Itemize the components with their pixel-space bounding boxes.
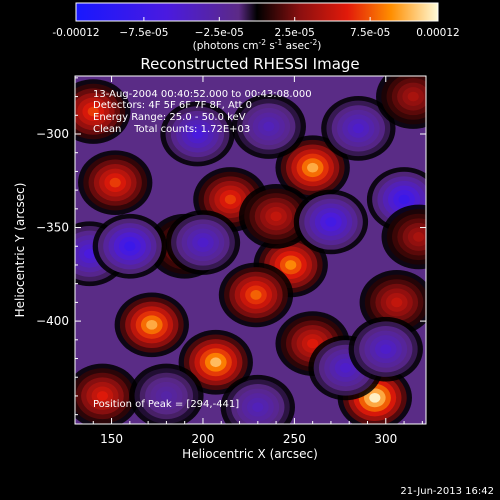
x-tick-label: 250 <box>283 432 306 446</box>
colorbar-units: (photons cm-2 s-1 asec-2) <box>193 38 322 52</box>
heatmap-source <box>293 189 369 255</box>
heatmap-sources <box>75 76 426 424</box>
annotation-clean-counts: Clean Total counts: 1.72E+03 <box>93 124 250 135</box>
heatmap-source <box>114 292 189 358</box>
heatmap-source <box>178 329 253 395</box>
heatmap-source <box>75 363 140 424</box>
heatmap-source <box>275 135 350 201</box>
heatmap-source <box>348 316 423 382</box>
y-tick-label: −400 <box>36 314 69 328</box>
colorbar <box>75 2 439 22</box>
annotation-energy-range: Energy Range: 25.0 - 50.0 keV <box>93 112 246 123</box>
x-tick-label: 300 <box>374 432 397 446</box>
heatmap-source <box>129 363 204 424</box>
heatmap-source <box>75 79 131 144</box>
chart-title: Reconstructed RHESSI Image <box>140 55 359 73</box>
x-axis-label: Heliocentric X (arcsec) <box>182 447 318 461</box>
heatmap-source <box>231 94 306 159</box>
heatmap-source <box>238 183 314 249</box>
heatmap-source <box>92 213 168 279</box>
colorbar-ticks: -0.00012 −7.5e-05 −2.5e-05 2.5e-05 7.5e-05 0.… <box>52 17 460 39</box>
annotation-detectors: Detectors: 4F 5F 6F 7F 8F, Att 0 <box>93 100 252 111</box>
heatmap-source <box>321 96 396 161</box>
x-tick-label: 150 <box>100 432 123 446</box>
x-tick-label: 200 <box>192 432 215 446</box>
annotation-time-range: 13-Aug-2004 00:40:52.000 to 00:43:08.000 <box>93 89 312 100</box>
y-axis-ticks: −300 −350 −400 <box>36 77 426 416</box>
heatmap-source <box>220 374 295 424</box>
colorbar-tick-label: 0.00012 <box>416 27 459 39</box>
colorbar-tick-label: -0.00012 <box>52 27 99 39</box>
colorbar-tick-label: −2.5e-05 <box>195 27 244 39</box>
y-axis-label: Heliocentric Y (arcsec) <box>13 183 27 318</box>
peak-position-label: Position of Peak = [294,-441] <box>93 399 239 410</box>
y-tick-label: −350 <box>36 221 69 235</box>
plot-frame <box>74 75 427 425</box>
colorbar-tick-label: −7.5e-05 <box>119 27 168 39</box>
x-axis-ticks: 150 200 250 300 <box>92 76 423 446</box>
colorbar-tick-label: 7.5e-05 <box>350 27 390 39</box>
heatmap-source <box>218 262 294 328</box>
footer-timestamp: 21-Jun-2013 16:42 <box>400 486 494 497</box>
heatmap-source <box>78 150 153 215</box>
heatmap-source <box>376 76 426 129</box>
heatmap-source <box>359 270 426 335</box>
colorbar-tick-label: 2.5e-05 <box>275 27 315 39</box>
heatmap-source <box>165 210 241 275</box>
heatmap-source <box>381 204 426 270</box>
heatmap-source <box>160 101 235 167</box>
y-tick-label: −300 <box>36 127 69 141</box>
